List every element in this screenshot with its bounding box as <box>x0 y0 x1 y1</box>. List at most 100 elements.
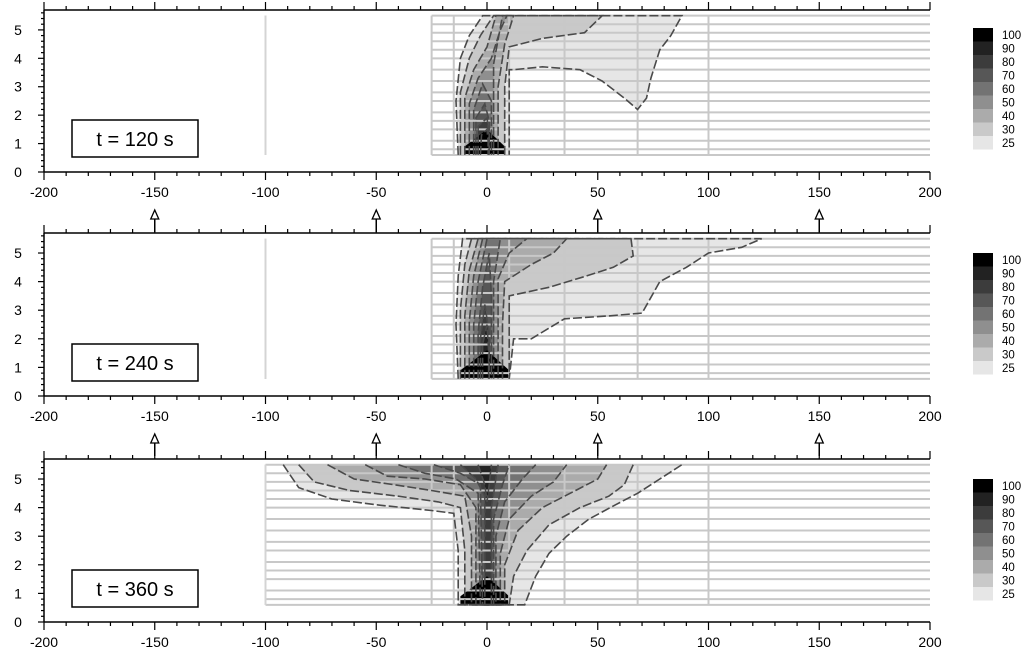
x-tick-label: -150 <box>141 634 169 650</box>
y-tick-label: 1 <box>14 136 22 152</box>
x-tick-label: 200 <box>918 634 942 650</box>
y-tick-label: 1 <box>14 359 22 375</box>
legend-swatch-30 <box>973 573 993 587</box>
legend-swatch-60 <box>973 307 993 321</box>
legend-swatch-100 <box>973 253 993 267</box>
legend-label: 50 <box>1002 323 1015 335</box>
y-tick-label: 0 <box>14 614 22 630</box>
legend-label: 25 <box>1002 138 1015 150</box>
legend-swatch-40 <box>973 109 993 123</box>
y-tick-label: 3 <box>14 528 22 544</box>
x-tick-label: -50 <box>366 634 386 650</box>
legend-label: 40 <box>1002 111 1015 123</box>
contour-line-90 <box>479 127 489 155</box>
legend-swatch-25 <box>973 361 993 375</box>
legend-label: 80 <box>1002 57 1015 69</box>
arrow-head <box>149 432 160 444</box>
legend-swatch-25 <box>973 136 993 150</box>
legend-label: 100 <box>1002 255 1021 267</box>
contour-line-90 <box>481 324 490 379</box>
legend-label: 60 <box>1002 84 1015 96</box>
x-tick-label: 0 <box>483 184 491 200</box>
x-tick-label: 150 <box>808 408 832 424</box>
time-label: t = 360 s <box>96 579 173 601</box>
contour-line-80 <box>459 464 499 606</box>
x-tick-label: -200 <box>30 184 58 200</box>
x-tick-label: 100 <box>697 408 721 424</box>
x-tick-label: -50 <box>366 408 386 424</box>
x-tick-label: -150 <box>141 408 169 424</box>
y-tick-label: 3 <box>14 302 22 318</box>
x-tick-label: 0 <box>483 634 491 650</box>
contour-line-40 <box>463 14 515 155</box>
legend-label: 70 <box>1002 522 1015 534</box>
x-tick-label: 200 <box>918 184 942 200</box>
time-label-box <box>71 569 199 608</box>
legend-swatch-40 <box>973 560 993 574</box>
y-tick-label: 4 <box>14 274 22 290</box>
legend-swatch-90 <box>973 492 993 506</box>
time-label: t = 120 s <box>96 129 173 151</box>
legend-swatch-50 <box>973 95 993 109</box>
legend-label: 60 <box>1002 535 1015 547</box>
panel-1: -200 -150 -100 -50 0 50 100 150 200 0 1 2 3 4 5 t = 120… <box>14 2 1021 232</box>
legend-swatch-70 <box>973 68 993 82</box>
legend-swatch-80 <box>973 280 993 294</box>
contour-line-50 <box>468 14 509 155</box>
legend-label: 25 <box>1002 363 1015 375</box>
contour-line-70 <box>477 252 493 379</box>
arrow-head <box>592 432 603 444</box>
x-tick-label: 50 <box>590 184 606 200</box>
contour-line-70 <box>475 101 491 155</box>
x-tick-label: 50 <box>590 634 606 650</box>
panel-3: -200 -150 -100 -50 0 50 100 150 200 0 1 2 3 4 5 t = 360… <box>14 451 1021 650</box>
x-tick-label: 50 <box>590 408 606 424</box>
legend-label: 100 <box>1002 481 1021 493</box>
legend-label: 50 <box>1002 98 1015 110</box>
y-tick-label: 4 <box>14 50 22 66</box>
legend-label: 70 <box>1002 296 1015 308</box>
y-tick-label: 4 <box>14 500 22 516</box>
y-tick-label: 5 <box>14 245 22 261</box>
legend-label: 30 <box>1002 125 1015 137</box>
y-tick-label: 5 <box>14 471 22 487</box>
contour-line-40 <box>463 237 569 379</box>
legend-label: 50 <box>1002 549 1015 561</box>
legend-label: 40 <box>1002 336 1015 348</box>
legend-label: 80 <box>1002 282 1015 294</box>
legend-label: 40 <box>1002 562 1015 574</box>
x-tick-label: -100 <box>251 184 279 200</box>
x-tick-label: -200 <box>30 408 58 424</box>
legend-swatch-80 <box>973 506 993 520</box>
x-tick-label: -100 <box>251 634 279 650</box>
y-tick-label: 3 <box>14 79 22 95</box>
legend-label: 90 <box>1002 495 1015 507</box>
arrow-head <box>371 432 382 444</box>
y-tick-label: 2 <box>14 107 22 123</box>
legend-swatch-25 <box>973 587 993 601</box>
contour-line-80 <box>479 304 491 379</box>
y-tick-label: 2 <box>14 331 22 347</box>
legend-swatch-60 <box>973 82 993 96</box>
legend-label: 30 <box>1002 350 1015 362</box>
time-label-box <box>71 343 199 382</box>
panel-2: -200 -150 -100 -50 0 50 100 150 200 0 1 2 3 4 5 t = 240… <box>14 225 1021 456</box>
legend-label: 70 <box>1002 71 1015 83</box>
x-tick-label: 200 <box>918 408 942 424</box>
y-tick-label: 2 <box>14 557 22 573</box>
x-tick-label: 100 <box>697 184 721 200</box>
legend-label: 100 <box>1002 30 1021 42</box>
x-tick-label: -100 <box>251 408 279 424</box>
legend-swatch-90 <box>973 266 993 280</box>
y-tick-label: 0 <box>14 388 22 404</box>
legend-swatch-50 <box>973 546 993 560</box>
contour-line-30 <box>459 237 635 379</box>
legend-swatch-30 <box>973 122 993 136</box>
legend-label: 90 <box>1002 44 1015 56</box>
time-label-box <box>71 119 199 158</box>
contour-line-25 <box>455 14 684 155</box>
y-tick-label: 1 <box>14 585 22 601</box>
arrow-head <box>814 208 825 220</box>
contour-line-60 <box>472 237 502 379</box>
